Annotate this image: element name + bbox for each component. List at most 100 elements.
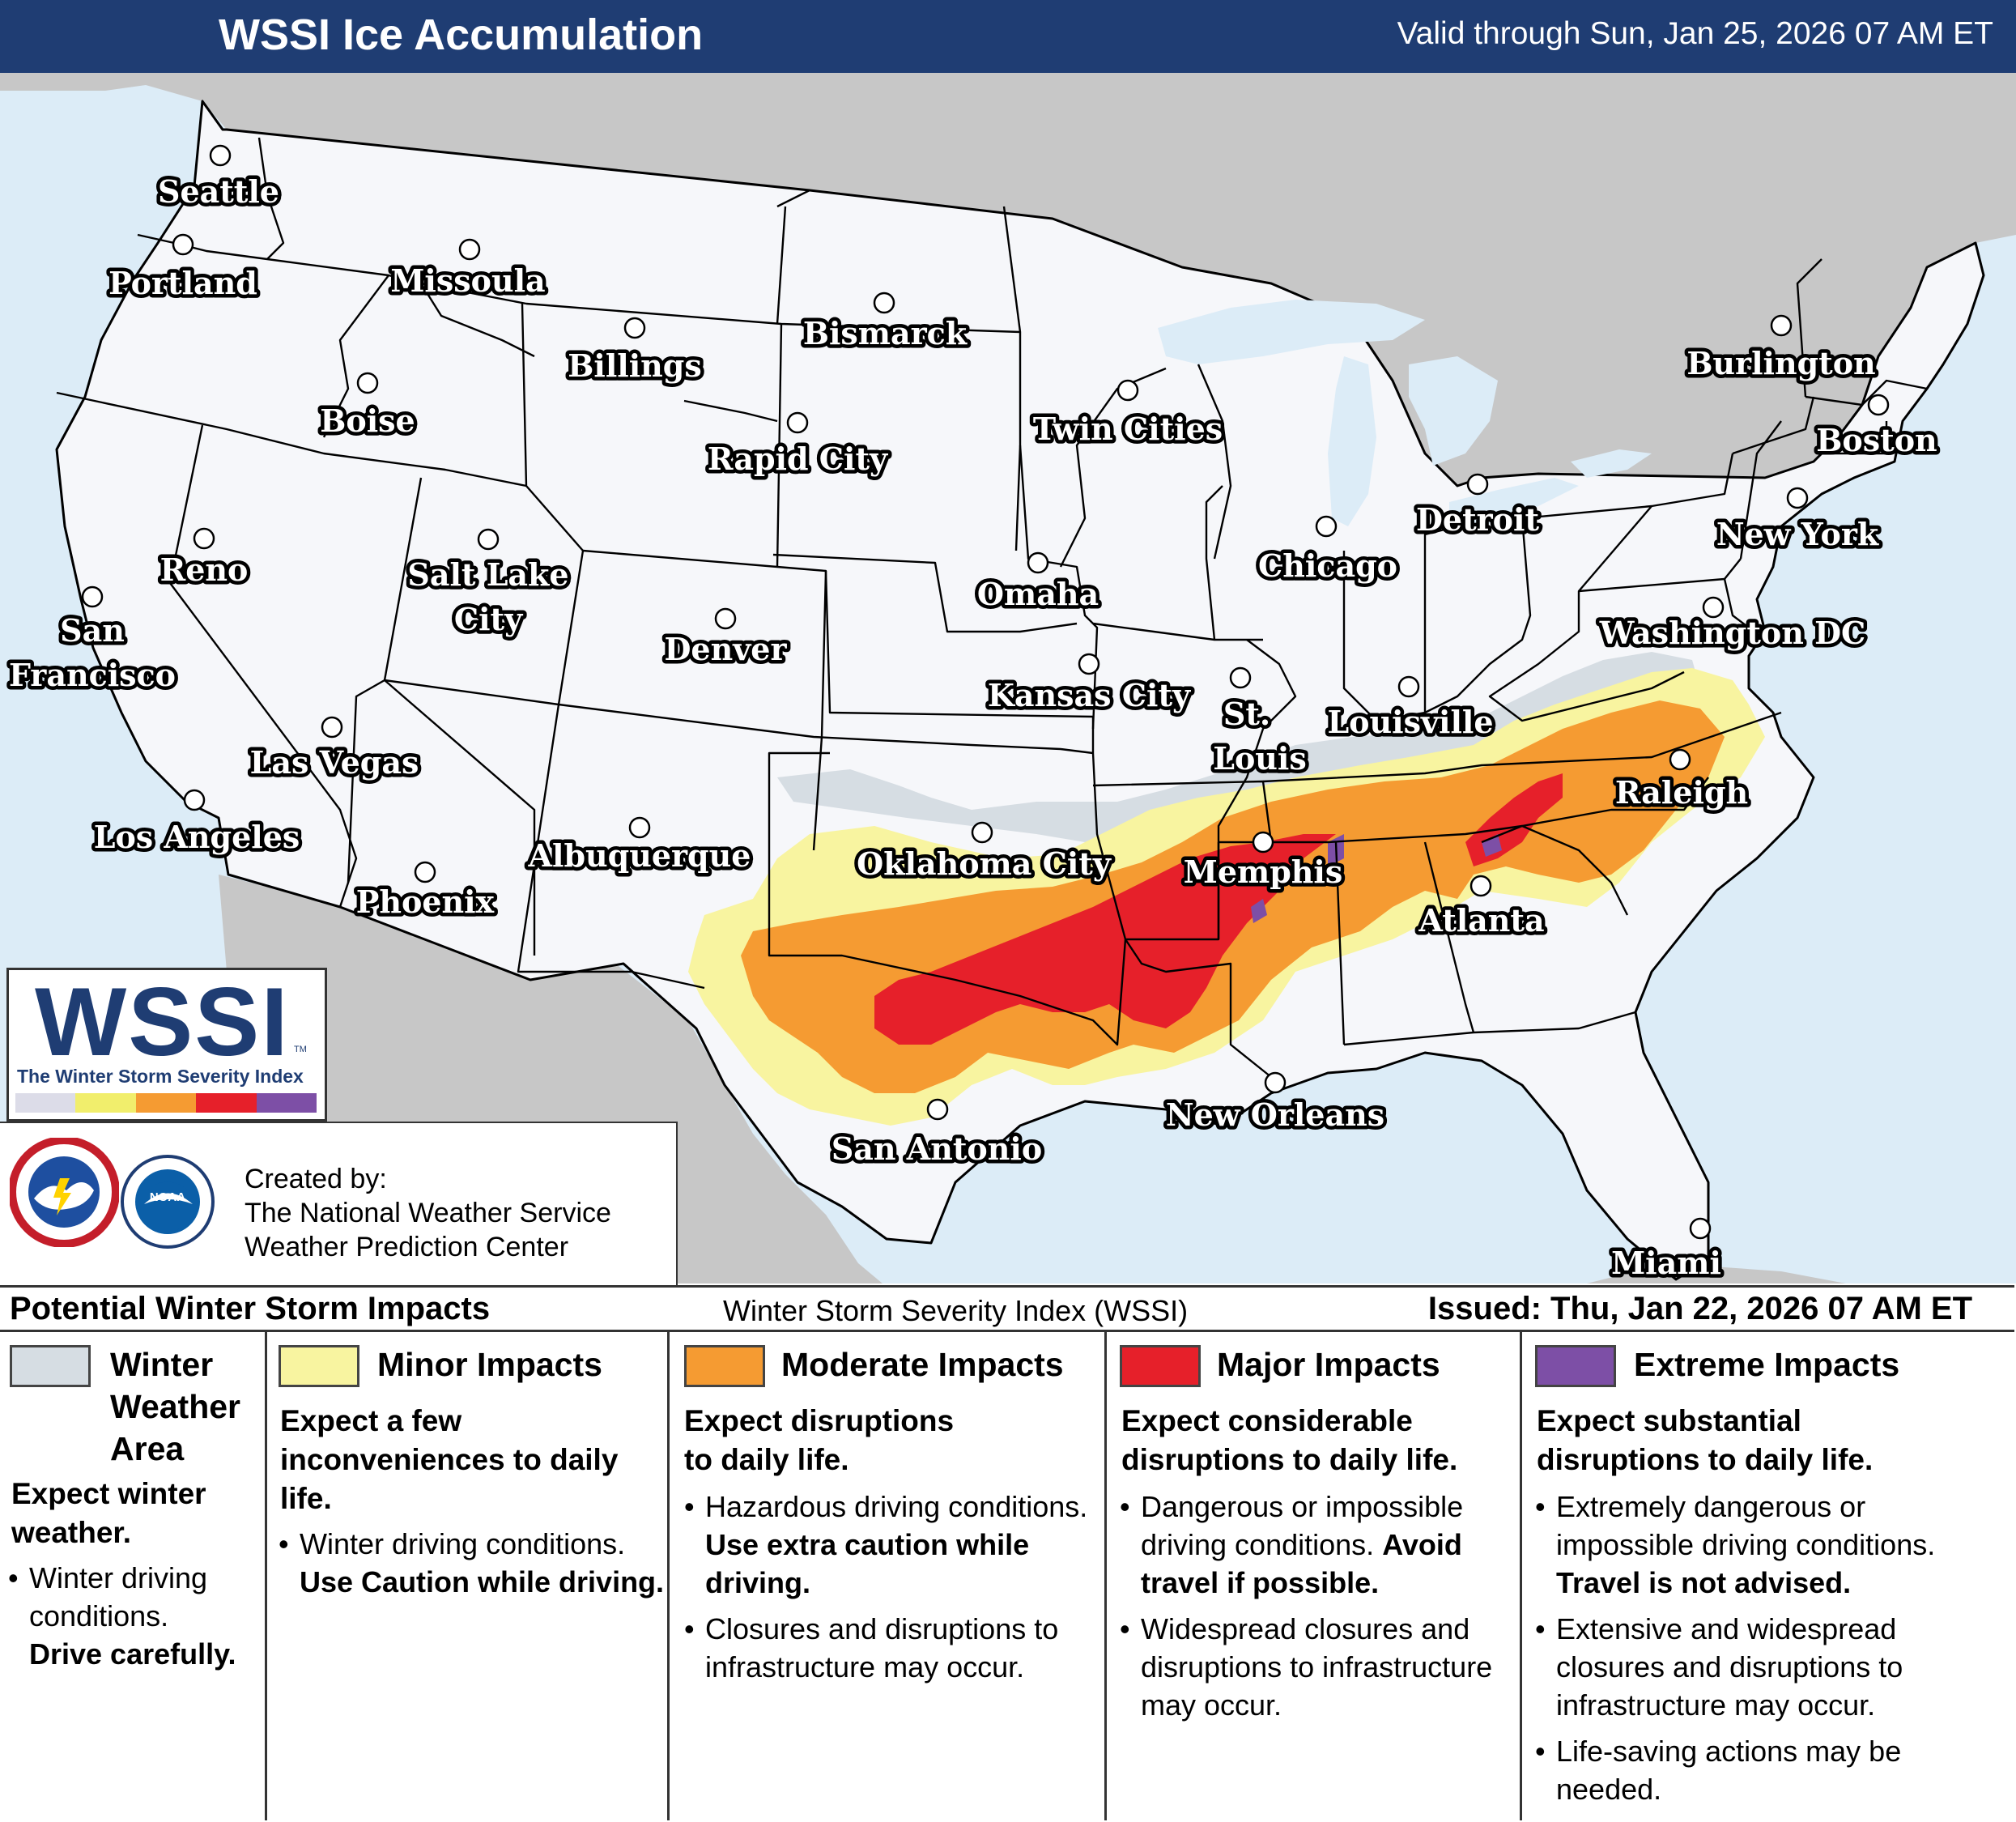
nws-logo-icon [10,1138,119,1247]
salt-lake-city-marker [477,528,500,551]
lake-huron [1409,356,1498,466]
moderate-bullet: Hazardous driving conditions. Use extra … [684,1488,1097,1602]
atlanta-marker [1469,875,1492,897]
bismarck-marker [873,292,895,314]
major-bullet: Dangerous or impossible driving conditio… [1120,1488,1516,1602]
moderate-bullet: Closures and disruptions to infrastructu… [684,1610,1097,1686]
major-summary-2: disruptions to daily life. [1121,1443,1458,1476]
kansas-city-label: Kansas City [988,677,1191,713]
burlington-label: Burlington [1686,345,1875,381]
louisville-label: Louisville [1327,704,1493,740]
color-bar-minor [75,1093,136,1113]
major-label: Major Impacts [1217,1346,1440,1383]
reno-label: Reno [160,551,249,588]
major-bullets: Dangerous or impossible driving conditio… [1120,1488,1516,1732]
new-york-marker [1786,487,1809,509]
washington-dc-marker [1702,596,1725,619]
moderate-summary-2: to daily life. [684,1443,849,1476]
minor-summary-3: life. [280,1482,332,1515]
raleigh-marker [1669,748,1691,771]
swatch-moderate [684,1345,765,1387]
winter-weather-bullet: Winter driving conditions. Drive careful… [8,1559,266,1673]
legend-col-winter-weather: Winter Weather Area Expect winter weathe… [0,1332,267,1820]
detroit-marker [1466,473,1489,496]
svg-text:NOAA: NOAA [150,1190,185,1204]
extreme-label: Extreme Impacts [1634,1346,1900,1383]
wssi-logo-tm: TM [294,1045,307,1054]
extreme-bullet-text: Extensive and widespread closures and di… [1556,1612,1903,1722]
credit-created-by: Created by: [245,1164,387,1194]
los-angeles-marker [183,789,206,811]
salt-lake-city-label: City [454,601,523,637]
billings-label: Billings [568,347,701,384]
extreme-summary-2: disruptions to daily life. [1537,1443,1874,1476]
san-antonio-marker [926,1098,949,1121]
moderate-bullets: Hazardous driving conditions. Use extra … [684,1488,1097,1694]
wssi-logo: WSSI TM The Winter Storm Severity Index [6,968,327,1122]
denver-label: Denver [664,631,787,667]
albuquerque-marker [628,816,651,839]
extreme-bullet-bold: Travel is not advised. [1556,1566,1852,1599]
rapid-city-marker [786,411,809,434]
minor-bullet: Winter driving conditions. Use Caution w… [279,1525,667,1601]
st-louis-label: St. [1223,696,1270,732]
winter-weather-label-3: Area [110,1430,185,1467]
las-vegas-label: Las Vegas [250,744,419,781]
kansas-city-marker [1078,653,1100,675]
chicago-label: Chicago [1258,547,1397,584]
san-antonio-label: San Antonio [831,1130,1042,1167]
color-bar-extreme [256,1093,317,1113]
portland-marker [172,233,194,256]
bismarck-label: Bismarck [803,315,968,351]
major-impacts-region [874,834,1336,1045]
major-bullet: Widespread closures and disruptions to i… [1120,1610,1516,1724]
winter-weather-bullet-line-1: Winter driving [29,1561,208,1594]
moderate-bullet-text: Hazardous driving conditions. [705,1490,1088,1523]
san-francisco-label: Francisco [9,657,176,693]
moderate-bullet-bold: Use extra caution while driving. [705,1528,1030,1599]
miami-marker [1689,1217,1712,1240]
lake-superior [1158,300,1425,364]
denver-marker [714,607,737,630]
wssi-logo-subtitle: The Winter Storm Severity Index [17,1066,304,1087]
atlanta-label: Atlanta [1418,902,1544,939]
extreme-bullets: Extremely dangerous or impossible drivin… [1535,1488,2005,1816]
burlington-marker [1770,314,1793,337]
moderate-bullet-text: Closures and disruptions to infrastructu… [705,1612,1059,1684]
legend-title: Potential Winter Storm Impacts [10,1291,491,1326]
seattle-marker [209,144,232,167]
major-bullet-text: Dangerous or impossible driving conditio… [1141,1490,1464,1561]
moderate-label: Moderate Impacts [781,1346,1064,1383]
extreme-bullet: Extensive and widespread closures and di… [1535,1610,2005,1724]
state-borders [56,137,1928,1078]
memphis-label: Memphis [1184,854,1342,890]
boise-marker [356,372,379,394]
billings-marker [623,317,646,339]
new-orleans-marker [1264,1071,1287,1094]
major-bullet-bold: Avoid travel if possible. [1141,1528,1462,1599]
lake-ontario [1571,449,1652,478]
minor-summary-2: inconveniences to daily [280,1443,619,1476]
city-labels: Seattle Portland Missoula Bismarck Billings B… [5,144,1941,1283]
moderate-summary-1: Expect disruptions [684,1404,955,1437]
twin-cities-label: Twin Cities [1033,411,1223,447]
conus-landmass [55,100,1985,1281]
seattle-label: Seattle [158,173,279,210]
phoenix-label: Phoenix [356,883,495,920]
omaha-marker [1027,551,1049,574]
map-title: WSSI Ice Accumulation [219,11,704,59]
rapid-city-label: Rapid City [708,441,888,477]
los-angeles-label: Los Angeles [94,819,300,855]
extreme-bullet-text: Life-saving actions may be needed. [1556,1735,1902,1806]
swatch-minor [279,1345,359,1387]
boise-label: Boise [320,402,415,439]
impact-shading [688,652,1765,1126]
winter-weather-bullets: Winter driving conditions. Drive careful… [8,1559,266,1681]
valid-through-text: Valid through Sun, Jan 25, 2026 07 AM ET [1397,16,1993,51]
reno-marker [193,527,215,550]
legend-col-major: Major Impacts Expect considerable disrup… [1107,1332,1522,1820]
new-orleans-label: New Orleans [1166,1096,1384,1133]
winter-weather-area-region [777,652,1700,858]
winter-weather-bullet-line-2: conditions. [29,1599,169,1633]
oklahoma-city-label: Oklahoma City [857,845,1112,882]
